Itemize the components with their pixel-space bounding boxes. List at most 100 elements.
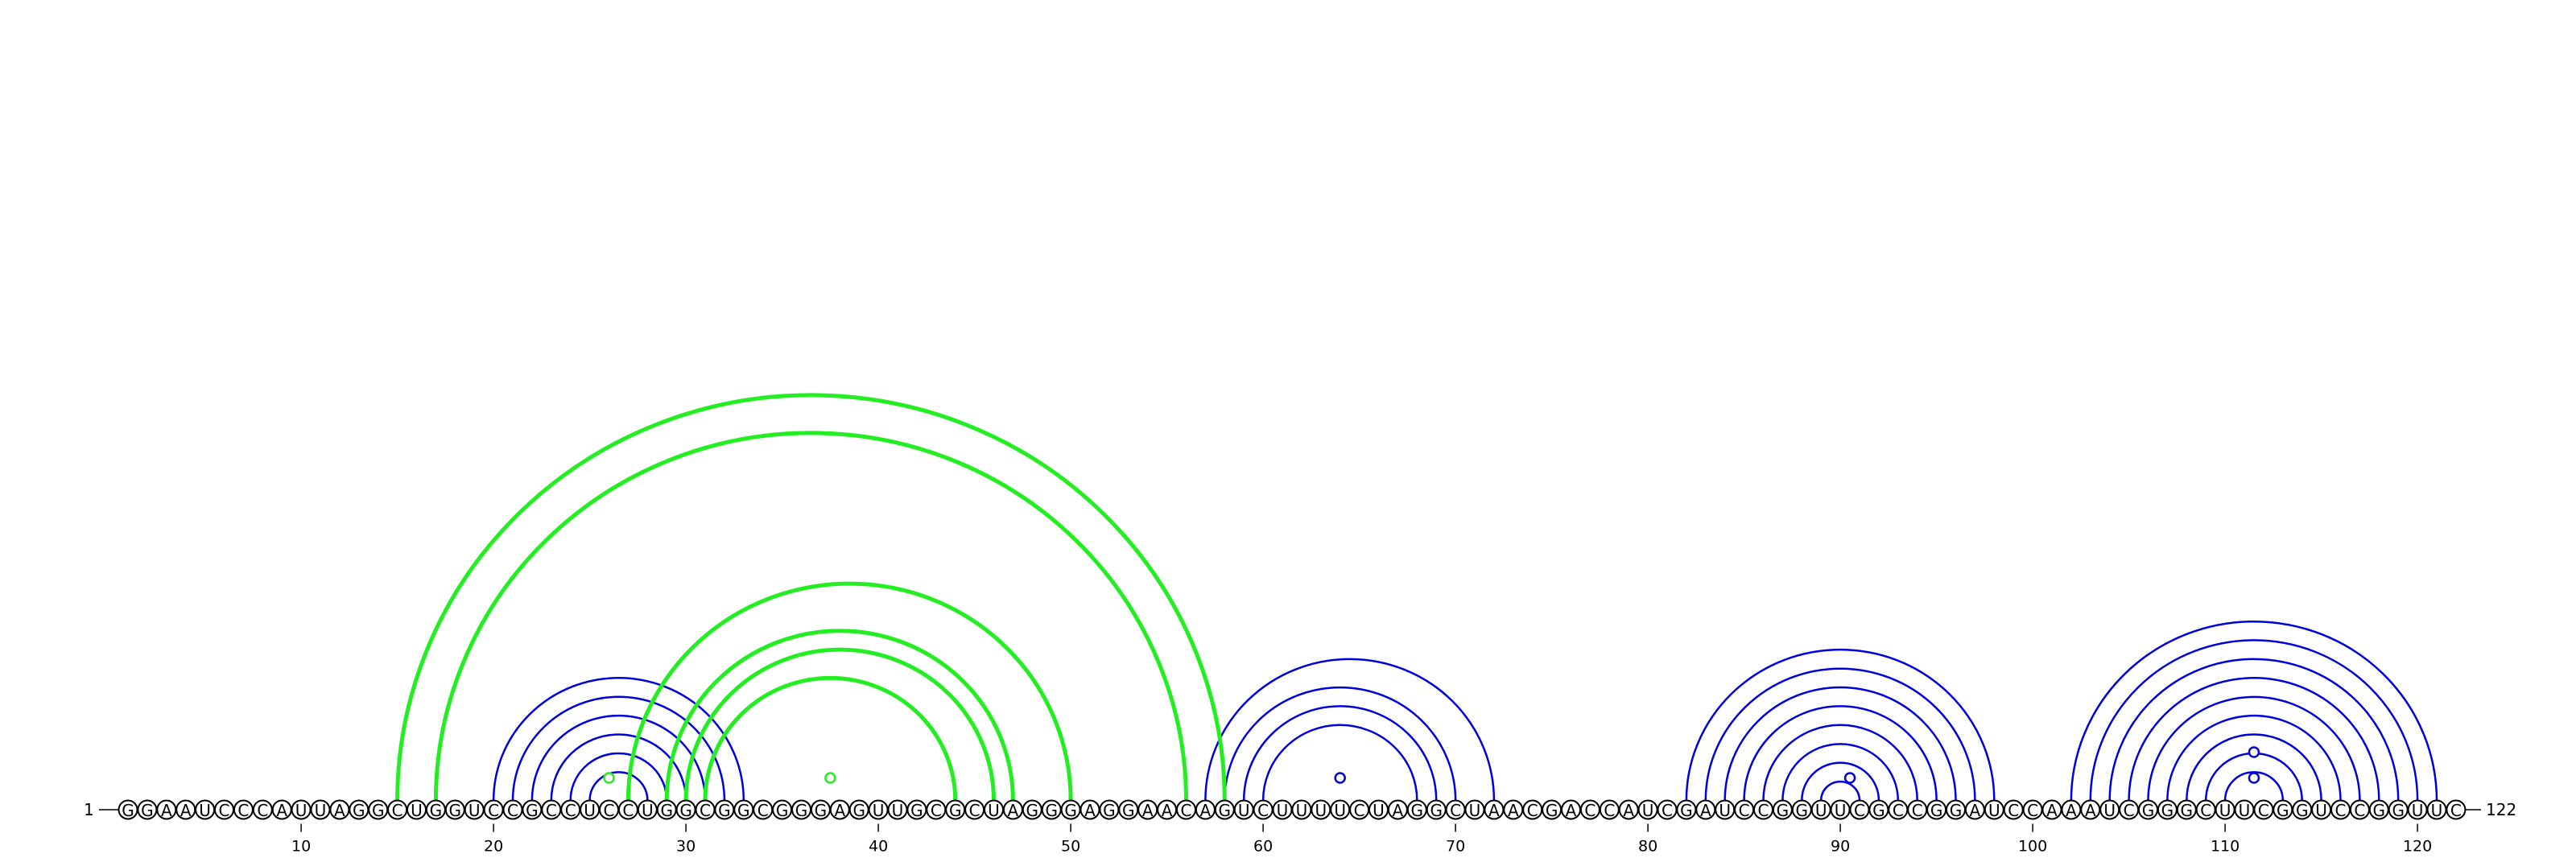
nucleotide-letter: G — [526, 801, 539, 820]
nucleotide-letter: U — [1315, 801, 1327, 820]
nucleotide: G — [1099, 799, 1120, 820]
nucleotide: G — [656, 799, 677, 820]
base-pair-arc — [625, 581, 1073, 801]
nucleotide: C — [1657, 799, 1678, 820]
nucleotide: C — [753, 799, 774, 820]
nucleotide-letter: C — [1450, 801, 1461, 820]
nucleotide: G — [906, 799, 927, 820]
nucleotide-letter: G — [2277, 801, 2289, 820]
nucleotide: G — [2388, 799, 2409, 820]
nucleotide-letter: G — [430, 801, 443, 820]
tick-label: 40 — [869, 838, 888, 856]
nucleotide: G — [1426, 799, 1447, 820]
nucleotide: A — [1561, 799, 1581, 820]
tick-label: 110 — [2211, 838, 2240, 856]
nucleotide-letter: G — [2161, 801, 2174, 820]
nucleotide-letter: G — [1546, 801, 1558, 820]
nucleotide-letter: U — [295, 801, 308, 820]
nucleotide-letter: A — [276, 801, 287, 820]
nucleotide-letter: C — [257, 801, 268, 820]
nucleotide-letter: U — [199, 801, 211, 820]
nucleotide-letter: G — [660, 801, 673, 820]
nucleotide: U — [1715, 799, 1736, 820]
nucleotide: G — [1406, 799, 1427, 820]
nucleotide-letter: G — [1680, 801, 1693, 820]
nucleotide: G — [118, 799, 138, 820]
nucleotide-letter: C — [2335, 801, 2347, 820]
nucleotide-letter: U — [315, 801, 327, 820]
nucleotide: G — [675, 799, 696, 820]
base-pair-arc — [550, 733, 687, 801]
nucleotide: U — [407, 799, 427, 820]
tick: 20 — [484, 823, 503, 856]
nucleotide-letter: A — [1508, 801, 1519, 820]
nucleotide: G — [1772, 799, 1793, 820]
base-pair-arc — [664, 629, 1015, 801]
nucleotide-letter: C — [546, 801, 557, 820]
nucleotide-letter: U — [2219, 801, 2231, 820]
nucleotide: C — [1522, 799, 1543, 820]
position-ticks: 10 20 30 40 50 60 70 80 90 100 110 120 — [291, 823, 2432, 856]
nucleotide: G — [1060, 799, 1081, 820]
nucleotide: U — [1830, 799, 1851, 820]
nucleotide: G — [714, 799, 735, 820]
nucleotide: G — [2368, 799, 2389, 820]
nucleotide: C — [926, 799, 947, 820]
nucleotide: G — [349, 799, 369, 820]
nucleotide-letter: G — [1219, 801, 1232, 820]
base-pair-arc — [2128, 677, 2380, 801]
nucleotide-letter: C — [622, 801, 634, 820]
nucleotide: G — [1214, 799, 1235, 820]
nucleotide-letter: A — [2066, 801, 2077, 820]
nucleotide: C — [1753, 799, 1773, 820]
nucleotide: U — [464, 799, 485, 820]
nucleotide-letter: C — [1662, 801, 1673, 820]
nucleotide: A — [2080, 799, 2101, 820]
nucleotide: A — [1618, 799, 1639, 820]
nucleotide-letter: G — [718, 801, 731, 820]
nucleotide-letter: G — [1411, 801, 1424, 820]
nucleotide-letter: G — [2373, 801, 2386, 820]
nucleotide-letter: U — [642, 801, 654, 820]
nucleotide: A — [1484, 799, 1505, 820]
nucleotide: G — [1868, 799, 1889, 820]
nucleotide-letter: G — [1045, 801, 1058, 820]
nucleotide-letter: U — [1988, 801, 2000, 820]
tick-label: 20 — [484, 838, 503, 856]
nucleotide-letter: G — [353, 801, 365, 820]
base-pair-arcs — [395, 393, 2438, 801]
nucleotide: C — [2330, 799, 2351, 820]
nucleotide: C — [483, 799, 504, 820]
nucleotide-circle — [2446, 799, 2467, 820]
nucleotide-letter: G — [122, 801, 134, 820]
base-pair-arc — [1743, 705, 1938, 801]
tick: 70 — [1446, 823, 1465, 856]
nucleotide: U — [2407, 799, 2428, 820]
nucleotide: C — [1907, 799, 1928, 820]
nucleotide: U — [1810, 799, 1831, 820]
nucleotide: A — [1195, 799, 1216, 820]
base-pair-arc — [2108, 658, 2400, 801]
tick-label: 80 — [1638, 838, 1657, 856]
nucleotide: C — [964, 799, 985, 820]
base-pair-arc — [1762, 724, 1918, 801]
base-pair-arc — [2070, 620, 2438, 801]
nucleotide: A — [2061, 799, 2082, 820]
base-pair-arc — [1261, 724, 1418, 801]
nucleotide: U — [2311, 799, 2332, 820]
nucleotide: C — [252, 799, 273, 820]
nucleotide: A — [1695, 799, 1716, 820]
nucleotide-letter: U — [1815, 801, 1827, 820]
nucleotide: A — [1157, 799, 1178, 820]
nucleotide-letter: G — [679, 801, 692, 820]
nucleotide-letter: G — [1930, 801, 1943, 820]
nucleotide-letter: A — [2046, 801, 2058, 820]
nucleotide-letter: A — [1623, 801, 1634, 820]
tick: 120 — [2403, 823, 2432, 856]
nucleotide: C — [1349, 799, 1370, 820]
nucleotide-letter: G — [2296, 801, 2309, 820]
nucleotide-letter: A — [2085, 801, 2096, 820]
nucleotide: C — [2446, 799, 2467, 820]
nucleotide-letter: U — [584, 801, 596, 820]
